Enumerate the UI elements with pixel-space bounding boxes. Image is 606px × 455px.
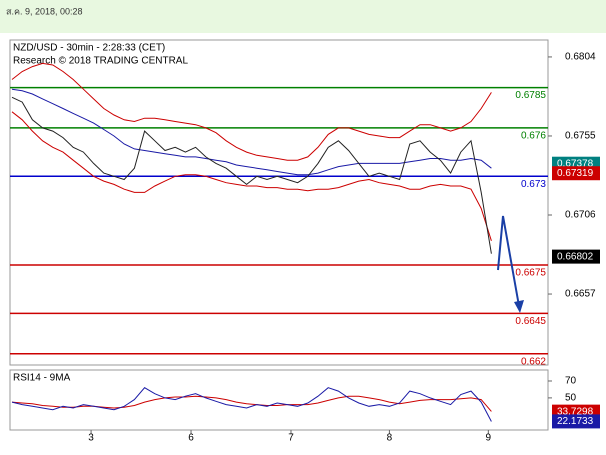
level-label: 0.6785 (515, 90, 546, 101)
y-tick-label: 0.6657 (565, 289, 596, 300)
header-date: ส.ค. 9, 2018, 00:28 (6, 6, 83, 16)
forecast-arrow (497, 215, 520, 307)
price-tag-label: 22.1733 (557, 416, 594, 427)
arrow-head (514, 300, 524, 313)
series-line (11, 96, 492, 254)
series-line (11, 111, 492, 241)
price-tag (552, 249, 600, 264)
x-tick-label: 3 (88, 433, 94, 444)
series-line (11, 88, 492, 176)
y-tick-label: 70 (565, 376, 577, 387)
x-tick-label: 9 (486, 433, 492, 444)
chart-title: NZD/USD - 30min - 2:28:33 (CET) (13, 43, 165, 54)
x-tick-label: 8 (387, 433, 393, 444)
level-label: 0.673 (521, 179, 546, 190)
level-label: 0.662 (521, 356, 546, 367)
price-tag-label: 0.67319 (557, 168, 594, 179)
price-tag-label: 33.7298 (557, 406, 594, 417)
x-tick-label: 7 (288, 433, 294, 444)
level-label: 0.676 (521, 131, 546, 142)
series-line (11, 387, 492, 422)
rsi-panel (9, 369, 549, 431)
y-tick-label: 50 (565, 393, 577, 404)
price-tag-label: 0.66802 (557, 251, 594, 262)
level-label: 0.6675 (515, 268, 546, 279)
chart-subtitle: Research © 2018 TRADING CENTRAL (13, 56, 188, 67)
y-tick-label: 0.6804 (565, 52, 596, 63)
header-bar (0, 0, 606, 33)
price-tag (552, 166, 600, 181)
level-label: 0.6645 (515, 316, 546, 327)
x-tick-label: 6 (188, 433, 194, 444)
series-line (11, 395, 492, 412)
y-tick-label: 0.6706 (565, 210, 596, 221)
price-tag-label: 0.67378 (557, 158, 594, 169)
price-panel (9, 39, 549, 366)
series-line (11, 62, 492, 161)
rsi-title: RSI14 - 9MA (13, 373, 71, 384)
y-tick-label: 0.6755 (565, 131, 596, 142)
price-tag (552, 414, 600, 429)
